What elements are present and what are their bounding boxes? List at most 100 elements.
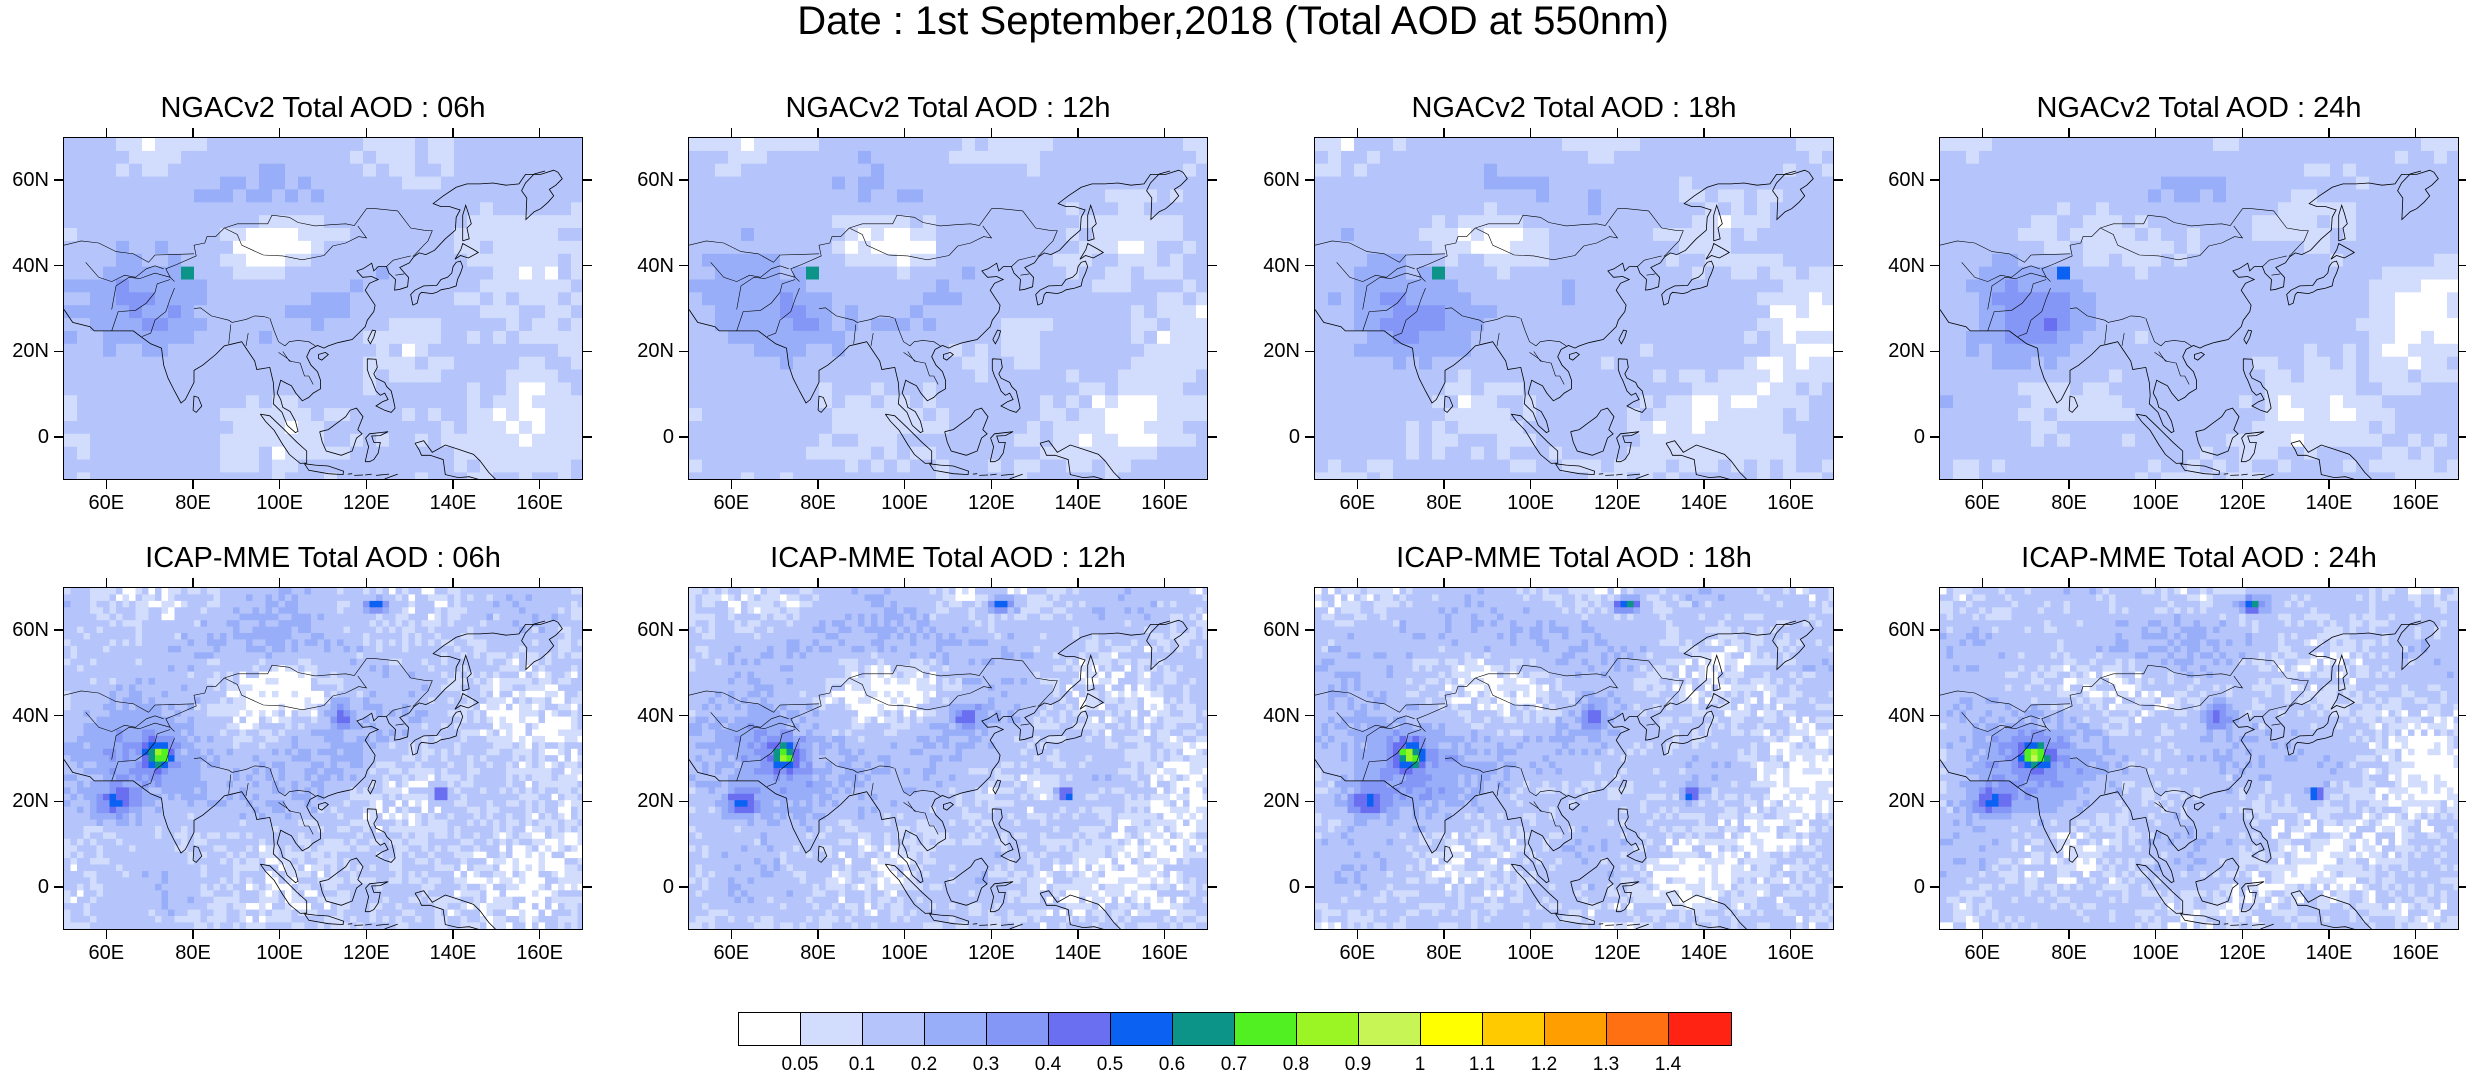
- lon-tick: [106, 930, 108, 939]
- lat-tick-label: 20N: [1869, 790, 1925, 812]
- lat-tick-label: 20N: [0, 790, 49, 812]
- lon-tick: [2328, 930, 2330, 939]
- lon-tick: [731, 480, 733, 489]
- lon-tick: [731, 128, 733, 137]
- lat-tick: [2459, 351, 2466, 353]
- lon-tick: [2068, 578, 2070, 587]
- lat-tick-label: 60N: [1869, 169, 1925, 191]
- lon-tick-label: 120E: [961, 942, 1021, 964]
- map-panel: [1314, 137, 1834, 480]
- lon-tick: [1530, 930, 1532, 939]
- lon-tick: [2328, 578, 2330, 587]
- lon-tick-label: 160E: [1135, 492, 1195, 514]
- lat-tick: [1834, 179, 1843, 181]
- lon-tick: [452, 578, 454, 587]
- lat-tick: [1930, 886, 1939, 888]
- lat-tick: [679, 436, 688, 438]
- lat-tick-label: 40N: [618, 705, 674, 727]
- lat-tick: [54, 436, 63, 438]
- lon-tick: [1790, 480, 1792, 489]
- lon-tick-label: 160E: [510, 942, 570, 964]
- lon-tick: [731, 930, 733, 939]
- lon-tick-label: 140E: [1048, 492, 1108, 514]
- panel-title: ICAP-MME Total AOD : 24h: [1899, 543, 2466, 573]
- lon-tick: [1443, 128, 1445, 137]
- lon-tick: [2328, 128, 2330, 137]
- lon-tick: [1703, 930, 1705, 939]
- lon-tick-label: 140E: [423, 492, 483, 514]
- lat-tick-label: 20N: [1244, 790, 1300, 812]
- colorbar-swatch: [1049, 1013, 1111, 1045]
- lon-tick: [2068, 128, 2070, 137]
- lat-tick: [1834, 436, 1843, 438]
- lon-tick-label: 160E: [510, 492, 570, 514]
- lon-tick-label: 160E: [1761, 942, 1821, 964]
- lat-tick-label: 20N: [618, 340, 674, 362]
- lon-tick: [539, 128, 541, 137]
- lon-tick: [991, 480, 993, 489]
- lon-tick: [1164, 480, 1166, 489]
- lon-tick: [1357, 930, 1359, 939]
- lon-tick-label: 60E: [701, 492, 761, 514]
- map-panel: [63, 137, 583, 480]
- lat-tick: [1930, 629, 1939, 631]
- lon-tick-label: 120E: [1587, 942, 1647, 964]
- panel-title: NGACv2 Total AOD : 12h: [648, 93, 1248, 123]
- colorbar-label: 0.8: [1283, 1054, 1309, 1076]
- lon-tick: [279, 128, 281, 137]
- colorbar-label: 1.4: [1655, 1054, 1681, 1076]
- colorbar-swatch: [1111, 1013, 1173, 1045]
- lon-tick-label: 100E: [1501, 492, 1561, 514]
- lat-tick: [1930, 436, 1939, 438]
- aod-field: [1315, 588, 1834, 930]
- lon-tick: [1443, 480, 1445, 489]
- lat-tick: [1834, 801, 1843, 803]
- lon-tick-label: 160E: [1135, 942, 1195, 964]
- lon-tick: [1530, 578, 1532, 587]
- lat-tick: [1305, 265, 1314, 267]
- lon-tick: [2415, 128, 2417, 137]
- lon-tick-label: 100E: [1501, 942, 1561, 964]
- lon-tick: [991, 128, 993, 137]
- lat-tick: [54, 629, 63, 631]
- lon-tick-label: 100E: [250, 942, 310, 964]
- lon-tick: [2155, 480, 2157, 489]
- lat-tick-label: 0: [1869, 876, 1925, 898]
- aod-field: [64, 588, 583, 930]
- lat-tick: [2459, 801, 2466, 803]
- lon-tick-label: 60E: [1952, 942, 2012, 964]
- colorbar-label: 0.05: [782, 1054, 819, 1076]
- lat-tick-label: 40N: [618, 255, 674, 277]
- lon-tick: [904, 128, 906, 137]
- lat-tick: [583, 179, 592, 181]
- lat-tick: [1208, 715, 1217, 717]
- panel-title: ICAP-MME Total AOD : 06h: [23, 543, 623, 573]
- lon-tick: [452, 480, 454, 489]
- lon-tick: [904, 578, 906, 587]
- colorbar-swatch: [801, 1013, 863, 1045]
- lon-tick-label: 160E: [1761, 492, 1821, 514]
- colorbar-label: 0.3: [973, 1054, 999, 1076]
- lat-tick-label: 0: [618, 426, 674, 448]
- lon-tick-label: 140E: [2299, 942, 2359, 964]
- lat-tick: [1834, 715, 1843, 717]
- colorbar-label: 0.9: [1345, 1054, 1371, 1076]
- lon-tick: [2242, 930, 2244, 939]
- lon-tick: [2242, 578, 2244, 587]
- lon-tick-label: 120E: [336, 492, 396, 514]
- lat-tick: [1834, 886, 1843, 888]
- lon-tick-label: 100E: [2126, 492, 2186, 514]
- colorbar-label: 1.2: [1531, 1054, 1557, 1076]
- colorbar-label: 0.4: [1035, 1054, 1061, 1076]
- lon-tick: [1164, 128, 1166, 137]
- map-panel: [1939, 137, 2459, 480]
- lat-tick: [1208, 265, 1217, 267]
- lon-tick: [2415, 578, 2417, 587]
- lat-tick-label: 20N: [618, 790, 674, 812]
- lon-tick: [1982, 930, 1984, 939]
- lon-tick: [192, 128, 194, 137]
- lon-tick-label: 80E: [163, 942, 223, 964]
- lon-tick: [192, 480, 194, 489]
- lon-tick: [1077, 578, 1079, 587]
- lat-tick: [679, 351, 688, 353]
